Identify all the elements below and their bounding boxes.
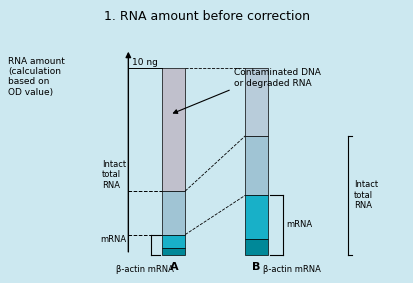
Bar: [162, 191, 185, 235]
Text: 10 ng: 10 ng: [132, 57, 158, 67]
Text: Contaminated DNA
or degraded RNA: Contaminated DNA or degraded RNA: [233, 68, 320, 88]
Text: B: B: [252, 262, 260, 272]
Bar: [244, 68, 268, 136]
Text: mRNA: mRNA: [100, 235, 126, 245]
Text: β-actin mRNA: β-actin mRNA: [262, 265, 320, 275]
Text: A: A: [169, 262, 178, 272]
Text: β-actin mRNA: β-actin mRNA: [116, 265, 173, 275]
Bar: [162, 68, 185, 191]
Bar: [162, 235, 185, 248]
Bar: [244, 136, 268, 195]
Text: 1. RNA amount before correction: 1. RNA amount before correction: [104, 10, 309, 23]
Text: Intact
total
RNA: Intact total RNA: [353, 180, 377, 210]
Text: RNA amount
(calculation
based on
OD value): RNA amount (calculation based on OD valu…: [8, 57, 65, 97]
Bar: [162, 248, 185, 255]
Bar: [244, 239, 268, 255]
Bar: [244, 195, 268, 239]
Text: mRNA: mRNA: [285, 220, 311, 230]
Text: Intact
total
RNA: Intact total RNA: [102, 160, 126, 190]
